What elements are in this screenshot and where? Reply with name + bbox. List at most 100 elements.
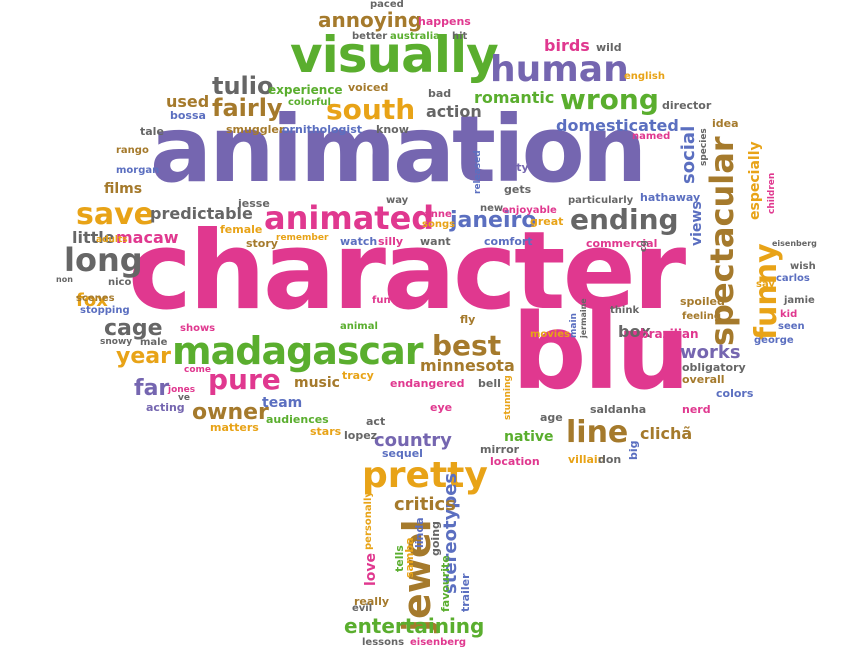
word-idea: idea	[712, 117, 739, 130]
word-songs: songs	[422, 219, 456, 230]
word-act: act	[366, 415, 386, 428]
word-animation: animation	[150, 96, 647, 203]
word-tracy: tracy	[342, 369, 374, 382]
word-say: say	[756, 279, 775, 290]
word-nico: nico	[108, 277, 132, 288]
word-species: species	[699, 128, 709, 166]
word-want: want	[420, 235, 451, 248]
word-matters: matters	[210, 421, 259, 434]
word-comfort: comfort	[484, 235, 533, 248]
word-location: location	[490, 455, 540, 468]
word-madagascar: madagascar	[172, 329, 423, 373]
word-city: city	[506, 161, 529, 174]
word-really: really	[354, 595, 390, 608]
word-jones: jones	[168, 385, 196, 395]
word-director: director	[662, 99, 712, 112]
word-remember: remember	[276, 233, 329, 243]
word-audiences: audiences	[266, 413, 329, 426]
word-great: great	[530, 215, 564, 228]
word-carlos: carlos	[776, 273, 810, 284]
word-experience: experience	[268, 83, 343, 97]
word-female: female	[220, 223, 263, 236]
word-going: going	[429, 521, 442, 556]
word-english: english	[624, 71, 665, 82]
word-used: used	[166, 92, 210, 111]
word-male: male	[140, 337, 168, 348]
word-non: non	[56, 275, 73, 284]
word-adults: adults	[96, 235, 128, 245]
word-eisenberg-bottom: eisenberg	[410, 637, 467, 648]
word-better: better	[352, 31, 388, 42]
word-line: line	[566, 415, 629, 450]
word-cage: cage	[104, 316, 163, 341]
word-fly: fly	[460, 313, 476, 326]
word-love: love	[363, 552, 379, 586]
word-children: children	[767, 172, 777, 214]
word-animal: animal	[340, 321, 378, 332]
word-personally: personally	[363, 491, 374, 550]
word-fun: fun	[372, 295, 391, 306]
word-think: think	[610, 305, 640, 316]
word-way: way	[386, 195, 409, 206]
word-george: george	[754, 335, 794, 346]
word-fairly: fairly	[212, 94, 283, 122]
word-age: age	[540, 411, 563, 424]
word-wrong: wrong	[560, 83, 659, 116]
word-birds: birds	[544, 36, 590, 55]
word-released: released	[473, 150, 483, 194]
word-tells: tells	[393, 545, 406, 572]
word-snowy: snowy	[100, 337, 133, 347]
word-country: country	[374, 430, 452, 451]
word-mirror: mirror	[480, 443, 520, 456]
word-colorful: colorful	[288, 97, 331, 108]
word-best: best	[432, 329, 502, 362]
word-shows: shows	[180, 323, 216, 334]
word-scenes: scenes	[76, 293, 115, 304]
word-come: come	[184, 365, 211, 375]
word-tale: tale	[140, 125, 164, 138]
word-south: south	[326, 93, 416, 126]
word-brazilian: brazilian	[640, 327, 699, 341]
word-bossa: bossa	[170, 109, 206, 122]
word-fox: fox	[76, 290, 108, 311]
word-native: native	[504, 429, 554, 445]
word-eye: eye	[430, 401, 453, 414]
word-eisenberg-top: eisenberg	[772, 239, 817, 248]
word-know: know	[376, 123, 409, 136]
word-long: long	[64, 241, 143, 279]
word-animated: animated	[264, 199, 435, 237]
word-kid: kid	[780, 309, 798, 320]
word-character: character	[128, 209, 686, 334]
word-favourite: favourite	[439, 555, 452, 612]
word-owner: owner	[192, 400, 269, 425]
word-bad: bad	[428, 87, 452, 100]
word-entertaining: entertaining	[344, 614, 485, 638]
word-action: action	[426, 102, 482, 121]
word-endangered: endangered	[390, 377, 465, 390]
word-pure: pure	[208, 363, 281, 396]
word-movies: movies	[530, 329, 570, 340]
word-overall: overall	[682, 373, 725, 386]
word-ornithologist: ornithologist	[282, 123, 363, 136]
word-main: main	[569, 313, 579, 338]
word-silly: silly	[378, 235, 404, 248]
word-year: year	[116, 344, 171, 369]
word-commercial: commercial	[586, 237, 658, 250]
word-jermaine: jermaine	[579, 298, 588, 338]
word-tulio: tulio	[212, 72, 274, 100]
word-critics: critics	[394, 494, 456, 515]
word-stopping: stopping	[80, 305, 130, 316]
word-stars: stars	[310, 425, 342, 438]
word-lopez: lopez	[344, 429, 378, 442]
word-ending: ending	[570, 203, 679, 236]
word-jesse: jesse	[238, 197, 270, 210]
word-named: named	[632, 131, 671, 142]
word-saldanha: saldanha	[590, 403, 647, 416]
word-bell: bell	[478, 377, 501, 390]
word-watch: watch	[340, 235, 378, 248]
word-domesticated: domesticated	[556, 116, 679, 135]
word-romantic: romantic	[474, 88, 555, 107]
word-lessons: lessons	[362, 637, 405, 648]
word-pretty: pretty	[362, 455, 488, 496]
word-evil: evil	[352, 603, 373, 614]
